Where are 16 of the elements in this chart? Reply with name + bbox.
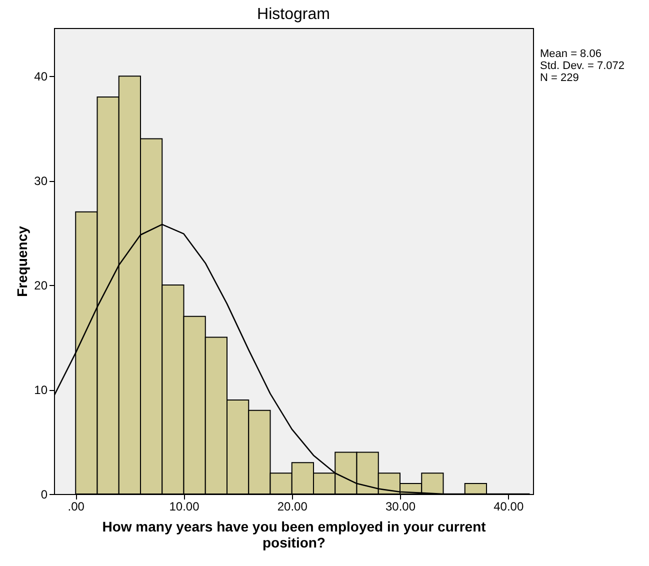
y-axis-title: Frequency xyxy=(14,226,30,297)
text: Mean = 8.06 xyxy=(540,48,602,60)
y-tick-label: 20 xyxy=(34,278,48,293)
x-axis-title: How many years have you been employed in your current position? xyxy=(102,518,486,550)
y-tick-label: 0 xyxy=(40,488,48,502)
x-tick-label: 40.00 xyxy=(494,500,524,514)
x-tick-label: 20.00 xyxy=(277,500,308,514)
text: Std. Dev. = 7.072 xyxy=(540,60,624,72)
y-tick-label: 40 xyxy=(34,70,48,84)
x-tick-label: 30.00 xyxy=(385,500,416,514)
y-tick-label: 30 xyxy=(34,174,48,188)
y-tick-label: 10 xyxy=(34,383,48,398)
x-tick-label: .00 xyxy=(68,500,85,514)
x-tick-label: 10.00 xyxy=(169,500,200,514)
chart-title: Histogram xyxy=(257,6,330,23)
text: N = 229 xyxy=(540,72,579,84)
